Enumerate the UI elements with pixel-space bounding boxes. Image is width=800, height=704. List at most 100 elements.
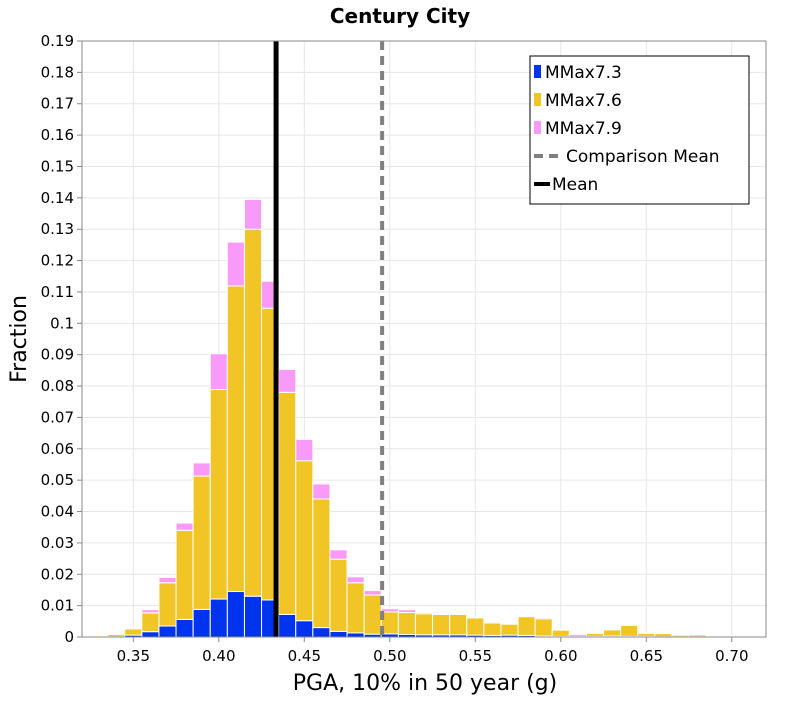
y-tick-label: 0.01 — [41, 597, 74, 615]
y-tick-label: 0 — [64, 628, 74, 646]
bar-mmax7-6 — [433, 614, 450, 634]
bar-mmax7-6 — [398, 613, 415, 635]
y-axis: 0 0.01 0.02 0.03 0.04 0.05 0.06 0.07 0.08 0.09 0.1… — [41, 32, 82, 646]
x-tick-label: 0.40 — [202, 647, 235, 665]
x-tick-label: 0.35 — [117, 647, 150, 665]
bar-mmax7-9 — [518, 616, 535, 617]
bar-mmax7-9 — [227, 242, 244, 286]
bar-mmax7-9 — [347, 577, 364, 583]
legend-label: MMax7.6 — [545, 91, 622, 111]
y-tick-label: 0.16 — [41, 126, 74, 144]
bar-mmax7-6 — [415, 614, 432, 635]
bar-mmax7-3 — [313, 628, 330, 637]
y-tick-label: 0.1 — [50, 314, 74, 332]
legend: MMax7.3 MMax7.6 MMax7.9 Comparison Mean Mean — [530, 56, 749, 204]
bar-mmax7-6 — [552, 630, 569, 636]
y-tick-label: 0.18 — [41, 63, 74, 81]
y-tick-label: 0.14 — [41, 189, 74, 207]
bar-mmax7-9 — [484, 622, 501, 623]
bar-mmax7-6 — [176, 530, 193, 619]
y-tick-label: 0.08 — [41, 377, 74, 395]
x-tick-label: 0.50 — [373, 647, 406, 665]
bar-mmax7-6 — [159, 583, 176, 626]
bar-mmax7-9 — [210, 354, 227, 390]
bar-mmax7-6 — [330, 559, 347, 631]
y-tick-label: 0.05 — [41, 471, 74, 489]
bar-mmax7-6 — [501, 624, 518, 635]
legend-swatch — [534, 65, 541, 78]
bar-mmax7-6 — [193, 476, 210, 609]
bar-mmax7-9 — [655, 633, 672, 634]
y-tick-label: 0.15 — [41, 157, 74, 175]
bar-mmax7-3 — [176, 619, 193, 637]
bar-mmax7-6 — [296, 461, 313, 621]
x-axis: 0.35 0.40 0.45 0.50 0.55 0.60 0.65 0.70 — [117, 637, 749, 665]
bar-mmax7-3 — [210, 599, 227, 637]
bar-mmax7-9 — [552, 629, 569, 630]
bar-mmax7-9 — [296, 439, 313, 460]
y-tick-label: 0.11 — [41, 283, 74, 301]
legend-label: Comparison Mean — [566, 147, 720, 167]
bar-mmax7-6 — [210, 390, 227, 600]
y-tick-label: 0.03 — [41, 534, 74, 552]
bar-mmax7-9 — [586, 632, 603, 633]
x-tick-label: 0.70 — [715, 647, 748, 665]
bar-mmax7-3 — [347, 633, 364, 637]
bar-mmax7-6 — [484, 623, 501, 636]
legend-label: MMax7.3 — [545, 63, 622, 83]
bar-mmax7-3 — [193, 609, 210, 637]
y-tick-label: 0.07 — [41, 408, 74, 426]
legend-swatch — [534, 121, 541, 134]
legend-label: MMax7.9 — [545, 119, 622, 139]
bar-mmax7-9 — [193, 463, 210, 476]
bar-mmax7-9 — [621, 624, 638, 625]
bar-mmax7-3 — [330, 631, 347, 637]
bar-mmax7-9 — [176, 523, 193, 530]
bar-mmax7-6 — [518, 617, 535, 636]
y-tick-label: 0.02 — [41, 565, 74, 583]
bar-mmax7-9 — [535, 618, 552, 619]
bar-mmax7-9 — [501, 623, 518, 624]
y-tick-label: 0.17 — [41, 95, 74, 113]
bar-mmax7-3 — [279, 614, 296, 637]
bar-mmax7-6 — [125, 629, 142, 635]
y-axis-label: Fraction — [7, 295, 32, 383]
bar-mmax7-6 — [604, 630, 621, 636]
x-tick-label: 0.60 — [544, 647, 577, 665]
bar-mmax7-6 — [279, 392, 296, 614]
bar-mmax7-9 — [125, 628, 142, 629]
bar-mmax7-9 — [638, 633, 655, 634]
bar-mmax7-9 — [244, 199, 261, 229]
bar-mmax7-6 — [535, 619, 552, 636]
y-tick-label: 0.04 — [41, 503, 74, 521]
bar-mmax7-9 — [364, 591, 381, 595]
bar-mmax7-3 — [227, 592, 244, 637]
x-axis-label: PGA, 10% in 50 year (g) — [293, 671, 557, 696]
y-tick-label: 0.12 — [41, 252, 74, 270]
y-tick-label: 0.19 — [41, 32, 74, 50]
bar-mmax7-6 — [364, 595, 381, 634]
bar-mmax7-9 — [142, 610, 159, 613]
bar-mmax7-9 — [330, 550, 347, 559]
y-tick-label: 0.06 — [41, 440, 74, 458]
bar-mmax7-3 — [159, 626, 176, 637]
bar-mmax7-9 — [415, 613, 432, 614]
bar-mmax7-6 — [621, 625, 638, 636]
x-tick-label: 0.45 — [288, 647, 321, 665]
legend-label: Mean — [552, 175, 598, 195]
bar-mmax7-9 — [159, 577, 176, 582]
x-tick-label: 0.65 — [630, 647, 663, 665]
bar-mmax7-6 — [244, 229, 261, 596]
bar-mmax7-6 — [347, 583, 364, 633]
bar-mmax7-9 — [604, 629, 621, 630]
bar-mmax7-3 — [296, 621, 313, 637]
y-tick-label: 0.09 — [41, 346, 74, 364]
bar-mmax7-9 — [450, 613, 467, 614]
bar-mmax7-3 — [142, 632, 159, 637]
bar-mmax7-9 — [433, 613, 450, 614]
bar-mmax7-6 — [227, 286, 244, 592]
x-tick-label: 0.55 — [459, 647, 492, 665]
bar-mmax7-6 — [467, 618, 484, 635]
